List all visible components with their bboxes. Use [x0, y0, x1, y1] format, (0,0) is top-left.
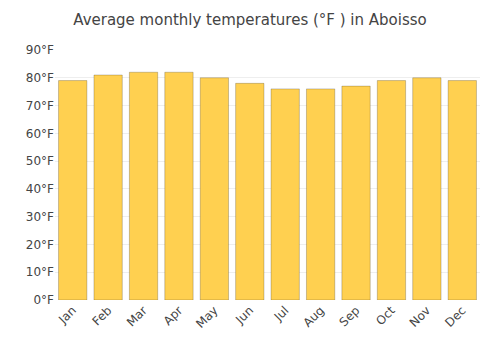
svg-text:Jan: Jan: [55, 303, 79, 327]
svg-text:60°F: 60°F: [26, 127, 54, 141]
svg-text:Mar: Mar: [124, 303, 150, 329]
svg-text:Feb: Feb: [90, 303, 115, 328]
svg-text:Jul: Jul: [271, 303, 292, 324]
svg-text:May: May: [193, 303, 220, 330]
svg-text:90°F: 90°F: [26, 43, 54, 57]
svg-text:0°F: 0°F: [33, 293, 54, 307]
svg-text:80°F: 80°F: [26, 71, 54, 85]
svg-text:Average monthly temperatures (: Average monthly temperatures (°F ) in Ab…: [73, 11, 426, 29]
svg-text:Nov: Nov: [407, 303, 433, 329]
svg-text:Apr: Apr: [161, 303, 186, 328]
svg-text:50°F: 50°F: [26, 154, 54, 168]
svg-text:70°F: 70°F: [26, 99, 54, 113]
svg-text:Sep: Sep: [337, 303, 363, 329]
svg-text:20°F: 20°F: [26, 238, 54, 252]
svg-text:Dec: Dec: [442, 303, 468, 329]
svg-text:40°F: 40°F: [26, 182, 54, 196]
svg-text:10°F: 10°F: [26, 265, 54, 279]
svg-text:30°F: 30°F: [26, 210, 54, 224]
svg-text:Aug: Aug: [301, 303, 327, 329]
svg-text:Oct: Oct: [373, 303, 398, 328]
svg-text:Jun: Jun: [232, 303, 256, 327]
